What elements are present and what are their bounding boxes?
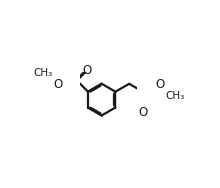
Text: CH₃: CH₃: [165, 91, 185, 101]
Text: O: O: [54, 78, 63, 91]
Text: CH₃: CH₃: [34, 68, 53, 78]
Text: O: O: [138, 106, 147, 119]
Text: O: O: [82, 64, 91, 77]
Text: O: O: [155, 78, 164, 91]
